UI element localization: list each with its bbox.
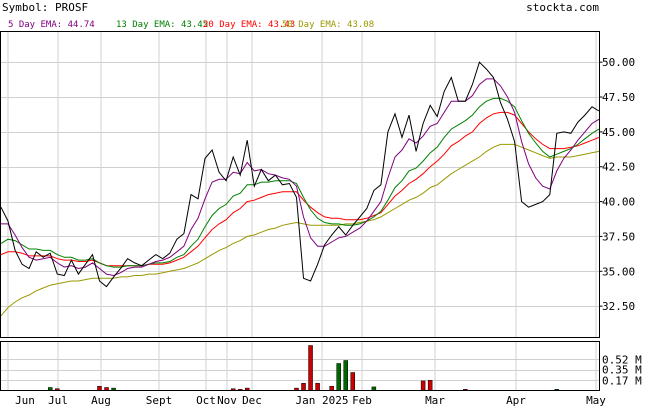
- volume-bar: [315, 383, 320, 391]
- series-50-day-ema-line: [0, 143, 600, 317]
- x-tick-label: Jul: [48, 394, 68, 406]
- x-tick-label: Jun: [15, 394, 35, 406]
- y-axis-labels: 50.00 47.50 45.00 42.50 40.00 37.50 35.00 32.50: [599, 56, 635, 313]
- x-tick-label: May: [586, 394, 606, 406]
- x-tick-label: Mar: [425, 394, 445, 406]
- volume-bar: [329, 386, 334, 391]
- volume-tick-label: 0.17 M: [602, 374, 642, 387]
- y-tick-label: 32.50: [602, 300, 635, 313]
- y-tick-label: 35.00: [602, 265, 635, 278]
- volume-bar: [350, 372, 356, 391]
- x-tick-label: Dec: [242, 394, 262, 406]
- volume-tick-label: 0.35 M: [602, 364, 642, 377]
- y-tick-label: 45.00: [602, 126, 635, 139]
- legend-ema20: 20 Day EMA: 43.43: [203, 20, 295, 30]
- volume-bar: [343, 360, 348, 391]
- x-tick-label: Apr: [506, 394, 526, 406]
- volume-bar: [427, 380, 433, 391]
- x-tick-label: Aug: [91, 394, 111, 406]
- volume-tick-label: 0.52 M: [602, 353, 642, 366]
- panel-frames: [0, 31, 600, 391]
- volume-bar: [336, 363, 341, 391]
- legend: 5 Day EMA: 44.74 13 Day EMA: 43.45 20 Da…: [8, 20, 374, 30]
- volume-bar: [420, 380, 426, 391]
- series-5-day-ema-line: [1, 78, 600, 277]
- price-panel-frame: [0, 31, 600, 338]
- y-tick-label: 47.50: [602, 91, 635, 104]
- legend-ema13: 13 Day EMA: 43.45: [116, 20, 208, 30]
- y-tick-label: 37.50: [602, 230, 635, 243]
- x-tick-label: Feb: [352, 394, 372, 406]
- volume-panel-frame: [0, 341, 600, 391]
- volume-axis-labels: 0.52 M0.35 M0.17 M: [602, 353, 642, 387]
- legend-ema50: 50 Day EMA: 43.08: [282, 20, 374, 30]
- x-tick-label: Oct: [196, 394, 216, 406]
- x-tick-label: Sept: [146, 394, 173, 406]
- legend-ema5: 5 Day EMA: 44.74: [8, 20, 95, 30]
- volume-bar: [97, 386, 102, 391]
- volume-bar: [371, 386, 377, 391]
- symbol-label: Symbol: PROSF: [2, 1, 88, 14]
- price-lines: [0, 61, 600, 317]
- volume-bars: [47, 345, 560, 391]
- grid: [0, 31, 600, 391]
- y-tick-label: 50.00: [602, 56, 635, 69]
- volume-bar: [308, 345, 313, 391]
- y-tick-label: 42.50: [602, 161, 635, 174]
- series-price-line: [0, 61, 600, 288]
- volume-bar: [301, 383, 306, 391]
- y-tick-label: 40.00: [602, 196, 635, 209]
- site-label: stockta.com: [526, 1, 599, 14]
- x-tick-label: Nov: [217, 394, 237, 406]
- x-tick-label: Jan 2025: [296, 394, 349, 406]
- x-axis-labels: Jun Jul Aug Sept Oct Nov Dec Jan 2025 Feb Mar Apr M…: [15, 394, 606, 407]
